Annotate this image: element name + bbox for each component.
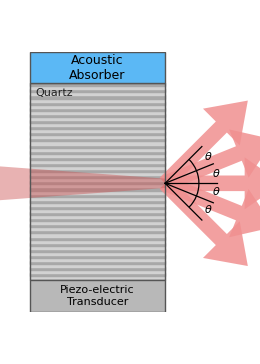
Text: Quartz: Quartz [35,88,73,98]
Bar [30,212,165,215]
Bar [30,145,165,148]
Bar [30,181,165,185]
Bar [30,175,165,178]
Bar [30,52,165,83]
Bar [30,255,165,261]
Bar [30,200,165,206]
Bar [30,280,165,312]
Bar [30,169,165,172]
Polygon shape [160,100,248,189]
Bar [30,187,165,190]
Bar [30,267,165,270]
Bar [30,126,165,132]
Bar [30,206,165,212]
Polygon shape [0,166,165,200]
Bar [30,114,165,117]
Bar [30,243,165,246]
Bar [30,218,165,224]
Text: Piezo-electric
Transducer: Piezo-electric Transducer [60,285,135,306]
Text: θ: θ [212,187,219,198]
Bar [30,224,165,230]
Bar [30,102,165,105]
Bar [30,169,165,175]
Bar [30,218,165,221]
Bar [30,95,165,99]
Bar [30,243,165,249]
Bar [30,83,165,89]
Bar [30,230,165,233]
Bar [30,181,165,187]
Bar [30,175,165,181]
Text: Acoustic
Absorber: Acoustic Absorber [69,54,126,82]
Bar [30,163,165,169]
Text: θ: θ [205,152,212,162]
Bar [30,132,165,135]
Bar [30,108,165,111]
Bar [30,138,165,145]
Bar [30,145,165,151]
Bar [30,194,165,200]
Bar [30,261,165,264]
Bar [30,261,165,267]
Text: θ: θ [205,205,212,215]
Bar [30,157,165,163]
Bar [30,200,165,203]
Polygon shape [162,129,260,190]
Bar [30,120,165,126]
Bar [30,151,165,157]
Bar [30,163,165,166]
Bar [30,206,165,209]
Bar [30,249,165,252]
Bar [30,212,165,218]
Bar [30,194,165,197]
Bar [30,151,165,154]
Bar [30,237,165,243]
Bar [30,89,165,92]
Bar [30,267,165,273]
Bar [30,95,165,102]
Bar [30,138,165,142]
Polygon shape [165,157,260,209]
Bar [30,108,165,114]
Bar [30,273,165,280]
Bar [30,102,165,108]
Bar [30,83,165,86]
Bar [30,126,165,129]
Bar [30,224,165,228]
Bar [30,114,165,120]
Bar [30,89,165,95]
Bar [30,230,165,237]
Bar [30,255,165,258]
Bar [30,273,165,276]
Polygon shape [162,176,260,237]
Bar [30,249,165,255]
Polygon shape [160,178,248,266]
Text: θ: θ [212,169,219,179]
Bar [30,83,165,280]
Bar [30,187,165,194]
Bar [30,132,165,138]
Bar [30,237,165,240]
Bar [30,157,165,160]
Bar [30,120,165,123]
